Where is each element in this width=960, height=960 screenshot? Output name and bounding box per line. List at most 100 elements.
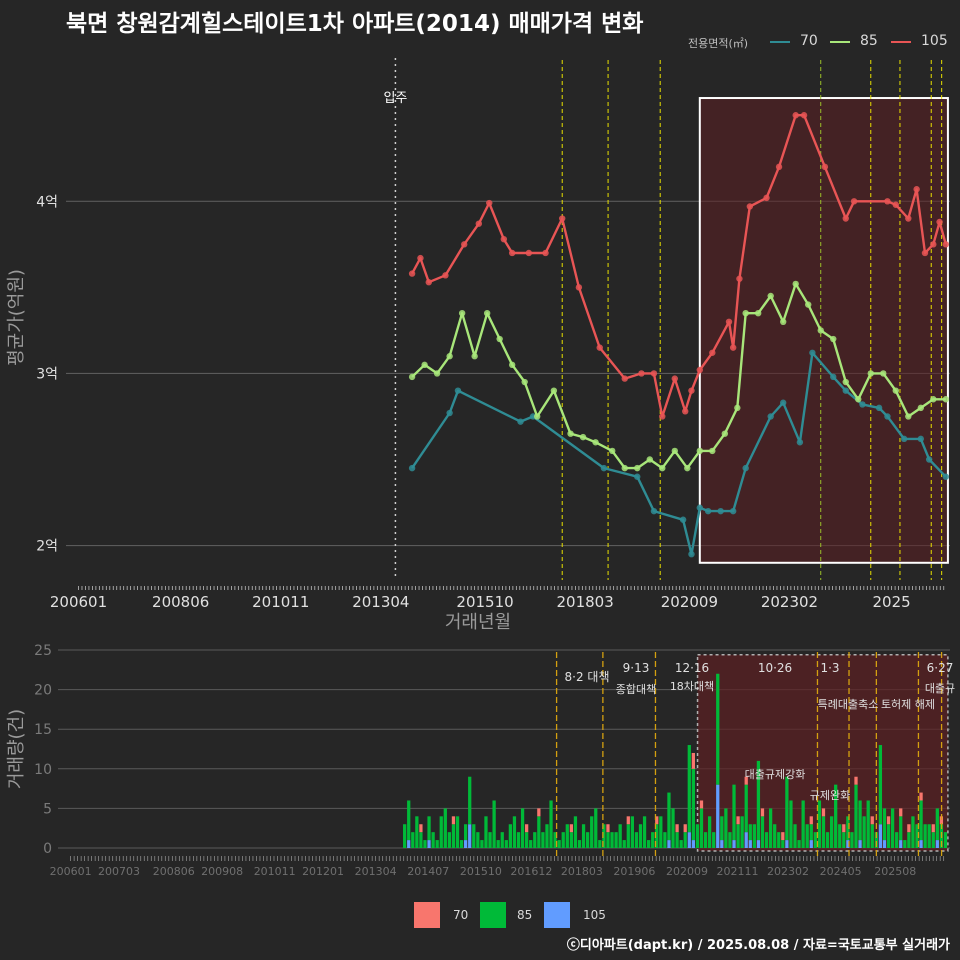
volume-bar-85 [451, 824, 456, 848]
data-point-70 [809, 349, 816, 356]
data-point-85 [579, 433, 587, 441]
data-point-70 [704, 507, 712, 515]
policy-date-label: 1·3 [820, 661, 839, 675]
volume-bar-85 [549, 800, 553, 848]
volume-bar-105 [899, 840, 903, 848]
volume-bar-105 [846, 840, 850, 848]
volume-bar-70 [919, 792, 923, 801]
volume-bar-85 [427, 816, 431, 841]
volume-bar-70 [451, 816, 456, 825]
data-point-105 [682, 408, 689, 415]
page-title: 북면 창원감계힐스테이트1차 아파트(2014) 매매가격 변화 [66, 11, 644, 37]
data-point-105 [486, 199, 493, 207]
volume-bar-85 [764, 832, 769, 848]
volume-bar-70 [907, 824, 911, 833]
volume-bar-85 [512, 816, 517, 848]
volume-bar-85 [870, 824, 874, 848]
data-point-85 [709, 447, 716, 455]
volume-bar-85 [590, 816, 594, 848]
legend-label-85: 85 [860, 33, 878, 49]
data-point-105 [575, 284, 583, 291]
volume-bar-85 [805, 824, 809, 848]
volume-bar-85 [768, 808, 773, 848]
volume-bar-85 [866, 800, 870, 848]
volume-bar-85 [736, 824, 740, 848]
volume-bar-105 [878, 824, 883, 848]
volume-bar-85 [492, 800, 496, 848]
x-tick-label: 200806 [152, 593, 209, 611]
volume-bar-105 [716, 784, 720, 848]
legend-swatch-105-bar [544, 902, 570, 928]
data-point-105 [821, 163, 829, 171]
volume-bar-85 [716, 673, 720, 785]
data-point-105 [775, 163, 783, 171]
volume-bar-85 [659, 816, 663, 848]
volume-bar-70 [821, 808, 826, 817]
data-point-85 [621, 464, 628, 472]
data-point-85 [721, 430, 729, 437]
volume-bar-85 [484, 816, 488, 848]
volume-bar-70 [569, 824, 574, 833]
volume-bar-85 [793, 824, 797, 848]
volume-bar-85 [520, 808, 525, 848]
policy-date-label: 9·13 [623, 661, 650, 675]
volume-bar-85 [756, 760, 761, 841]
data-point-70 [688, 550, 695, 558]
volume-bar-70 [854, 776, 858, 785]
data-point-105 [408, 270, 416, 277]
volume-bar-85 [817, 800, 822, 848]
volume-bar-85 [878, 745, 883, 825]
volume-bar-85 [919, 800, 923, 841]
volume-bar-85 [821, 816, 826, 848]
data-point-105 [559, 215, 566, 222]
y-tick-label: 4억 [36, 194, 58, 210]
volume-bar-85 [598, 840, 602, 848]
volume-bar-85 [581, 824, 586, 848]
series-line-70 [411, 351, 947, 556]
data-point-85 [421, 361, 428, 369]
data-point-70 [696, 504, 704, 511]
volume-bar-85 [838, 824, 842, 848]
volume-bar-85 [773, 824, 777, 848]
policy-name-label: 대출규 [925, 682, 955, 695]
legend-swatch-70-bar [414, 902, 440, 928]
data-point-105 [442, 272, 449, 279]
data-point-105 [905, 215, 912, 222]
volume-bar-85 [557, 840, 561, 848]
data-point-85 [408, 373, 416, 381]
volume-bar-85 [407, 800, 411, 841]
data-point-70 [917, 435, 925, 443]
policy-name-label: 18차대책 [670, 680, 714, 693]
volume-bar-105 [407, 840, 411, 848]
volume-bar-85 [825, 832, 830, 848]
volume-bar-85 [671, 808, 675, 848]
legend-swatch-85 [830, 41, 850, 43]
x-axis-label: 거래년월 [445, 612, 511, 633]
data-point-70 [842, 387, 849, 394]
volume-bar-105 [744, 832, 748, 848]
legend-label-85-bar: 85 [517, 908, 533, 922]
volume-bar-105 [809, 840, 813, 848]
volume-bar-70 [939, 816, 944, 825]
y-tick-label: 3억 [36, 366, 58, 382]
data-point-85 [671, 447, 678, 455]
data-point-85 [842, 378, 849, 386]
data-point-85 [550, 387, 558, 394]
volume-bar-70 [691, 752, 695, 769]
legend-label-70: 70 [800, 33, 818, 49]
data-point-85 [567, 430, 574, 437]
data-point-85 [483, 309, 491, 317]
data-point-105 [425, 279, 432, 286]
data-point-85 [780, 318, 787, 326]
data-point-70 [875, 404, 883, 412]
data-point-105 [508, 249, 516, 257]
volume-bar-70 [699, 800, 704, 809]
volume-bar-85 [667, 792, 671, 841]
data-point-105 [461, 241, 468, 248]
x-tick-label: 201304 [352, 593, 409, 611]
volume-bar-105 [691, 840, 695, 848]
volume-bar-85 [699, 808, 704, 848]
volume-bar-85 [834, 784, 838, 848]
volume-bar-85 [602, 824, 606, 848]
data-point-105 [921, 249, 929, 257]
